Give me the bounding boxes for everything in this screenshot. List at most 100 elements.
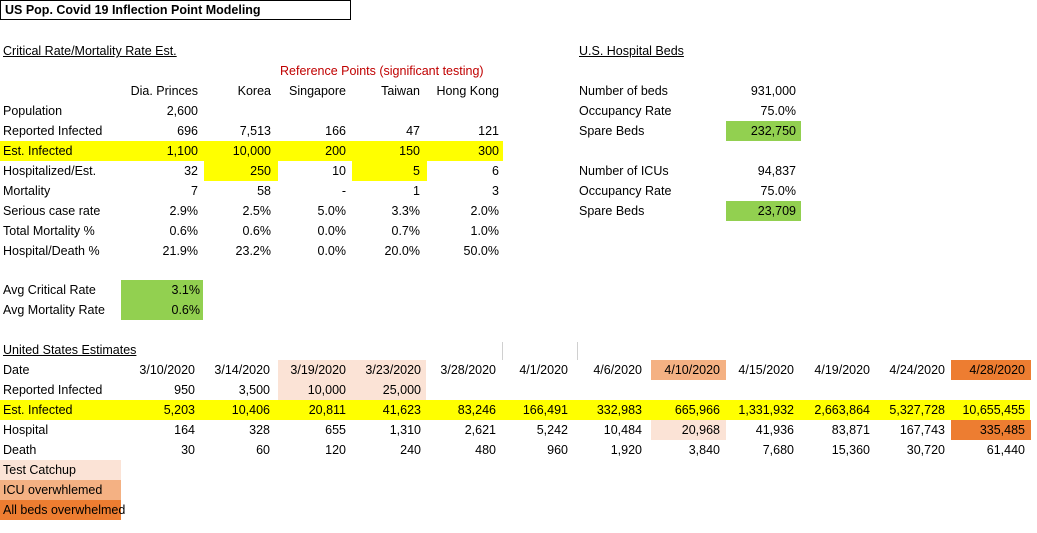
table-cell: 3,840 [688,443,720,457]
table-cell: 0.0% [317,224,347,238]
row-label: Hospital [3,423,49,437]
table-cell: 10,000 [307,383,346,397]
table-cell [196,101,271,121]
spare-icu-highlight [726,201,801,221]
table-cell: 300 [478,144,499,158]
legend-all-beds-overwhelmed: All beds overwhelmed [3,503,126,517]
grid-divider [577,342,578,360]
table-cell: 2.5% [242,204,272,218]
table-cell: 5,327,728 [889,403,945,417]
sheet-title: US Pop. Covid 19 Inflection Point Modeli… [0,0,351,20]
table-cell: 83,871 [831,423,870,437]
avg-critical-value: 3.1% [171,283,201,297]
allbeds-hospital-highlight [951,420,1031,440]
table-cell: 58 [257,184,271,198]
reference-points-label: Reference Points (significant testing) [280,64,484,78]
table-cell [795,380,870,400]
test-catchup-date-highlight [278,360,426,380]
date-header: 3/14/2020 [214,363,270,377]
table-cell [271,101,346,121]
beds-row-value: 931,000 [750,84,796,98]
hospitalized-korea-highlight [204,161,278,181]
table-cell: - [341,184,346,198]
beds-row-label: Spare Beds [579,204,645,218]
table-cell: 47 [406,124,420,138]
icu-date-highlight [651,360,726,380]
table-cell [493,380,568,400]
row-label: Mortality [3,184,51,198]
beds-row-label: Occupancy Rate [579,184,672,198]
table-cell: 0.0% [317,244,347,258]
table-cell: 6 [492,164,499,178]
beds-row-value: 232,750 [750,124,796,138]
table-cell: 3,500 [238,383,270,397]
beds-row-label: Spare Beds [579,124,645,138]
spare-beds-highlight [726,121,801,141]
table-cell: 21.9% [162,244,198,258]
table-cell: 7 [191,184,198,198]
table-cell: 1.0% [470,224,500,238]
table-cell: 10,484 [603,423,642,437]
table-cell: 1 [413,184,420,198]
us-heading: United States Estimates [3,343,137,357]
table-cell: 2,663,864 [814,403,870,417]
us-est-infected-highlight [0,400,1030,420]
date-header: 3/10/2020 [139,363,195,377]
beds-row-value: 75.0% [760,184,796,198]
date-header: 4/24/2020 [889,363,945,377]
row-label: Population [3,104,63,118]
table-cell: 5,242 [536,423,568,437]
table-cell: 7,680 [762,443,794,457]
table-cell [421,380,496,400]
legend-test-catchup-swatch [0,460,121,480]
table-cell: 250 [250,164,271,178]
table-cell [645,380,720,400]
table-cell: 150 [399,144,420,158]
table-cell: 10,406 [231,403,270,417]
table-cell: 2,621 [464,423,496,437]
beds-row-label: Number of ICUs [579,164,669,178]
table-cell: 5,203 [163,403,195,417]
row-label: Hospital/Death % [3,244,100,258]
table-cell: 1,920 [610,443,642,457]
table-cell: 2,600 [166,104,198,118]
legend-icu-swatch [0,480,121,500]
column-header: Dia. Princes [130,84,198,98]
table-cell [719,380,794,400]
table-cell [870,380,945,400]
avg-critical-highlight [121,280,203,300]
test-catchup-reported-highlight [278,380,426,400]
table-cell: 950 [174,383,195,397]
table-cell: 0.6% [242,224,272,238]
table-cell: 200 [325,144,346,158]
table-cell: 20.0% [384,244,420,258]
table-cell: 15,360 [831,443,870,457]
table-cell: 5.0% [317,204,347,218]
table-cell: 50.0% [463,244,499,258]
table-cell: 121 [478,124,499,138]
table-cell: 2.0% [470,204,500,218]
table-cell: 5 [413,164,420,178]
table-cell: 61,440 [986,443,1025,457]
table-cell: 240 [400,443,421,457]
est-infected-highlight [0,141,503,161]
table-cell: 10,000 [232,144,271,158]
column-header: Korea [237,84,271,98]
table-cell: 23.2% [235,244,271,258]
table-cell: 32 [184,164,198,178]
table-cell [345,101,420,121]
date-header: 3/23/2020 [365,363,421,377]
beds-heading: U.S. Hospital Beds [579,44,684,58]
critical-heading: Critical Rate/Mortality Rate Est. [3,44,177,58]
table-cell: 1,310 [389,423,421,437]
avg-mortality-highlight [121,300,203,320]
table-cell: 3.3% [391,204,421,218]
table-cell [950,380,1025,400]
table-cell: 7,513 [239,124,271,138]
table-cell: 41,936 [755,423,794,437]
table-cell: 10 [332,164,346,178]
legend-allbeds-swatch [0,500,121,520]
table-cell: 2.9% [169,204,199,218]
row-label: Est. Infected [3,144,73,158]
column-header: Singapore [289,84,346,98]
